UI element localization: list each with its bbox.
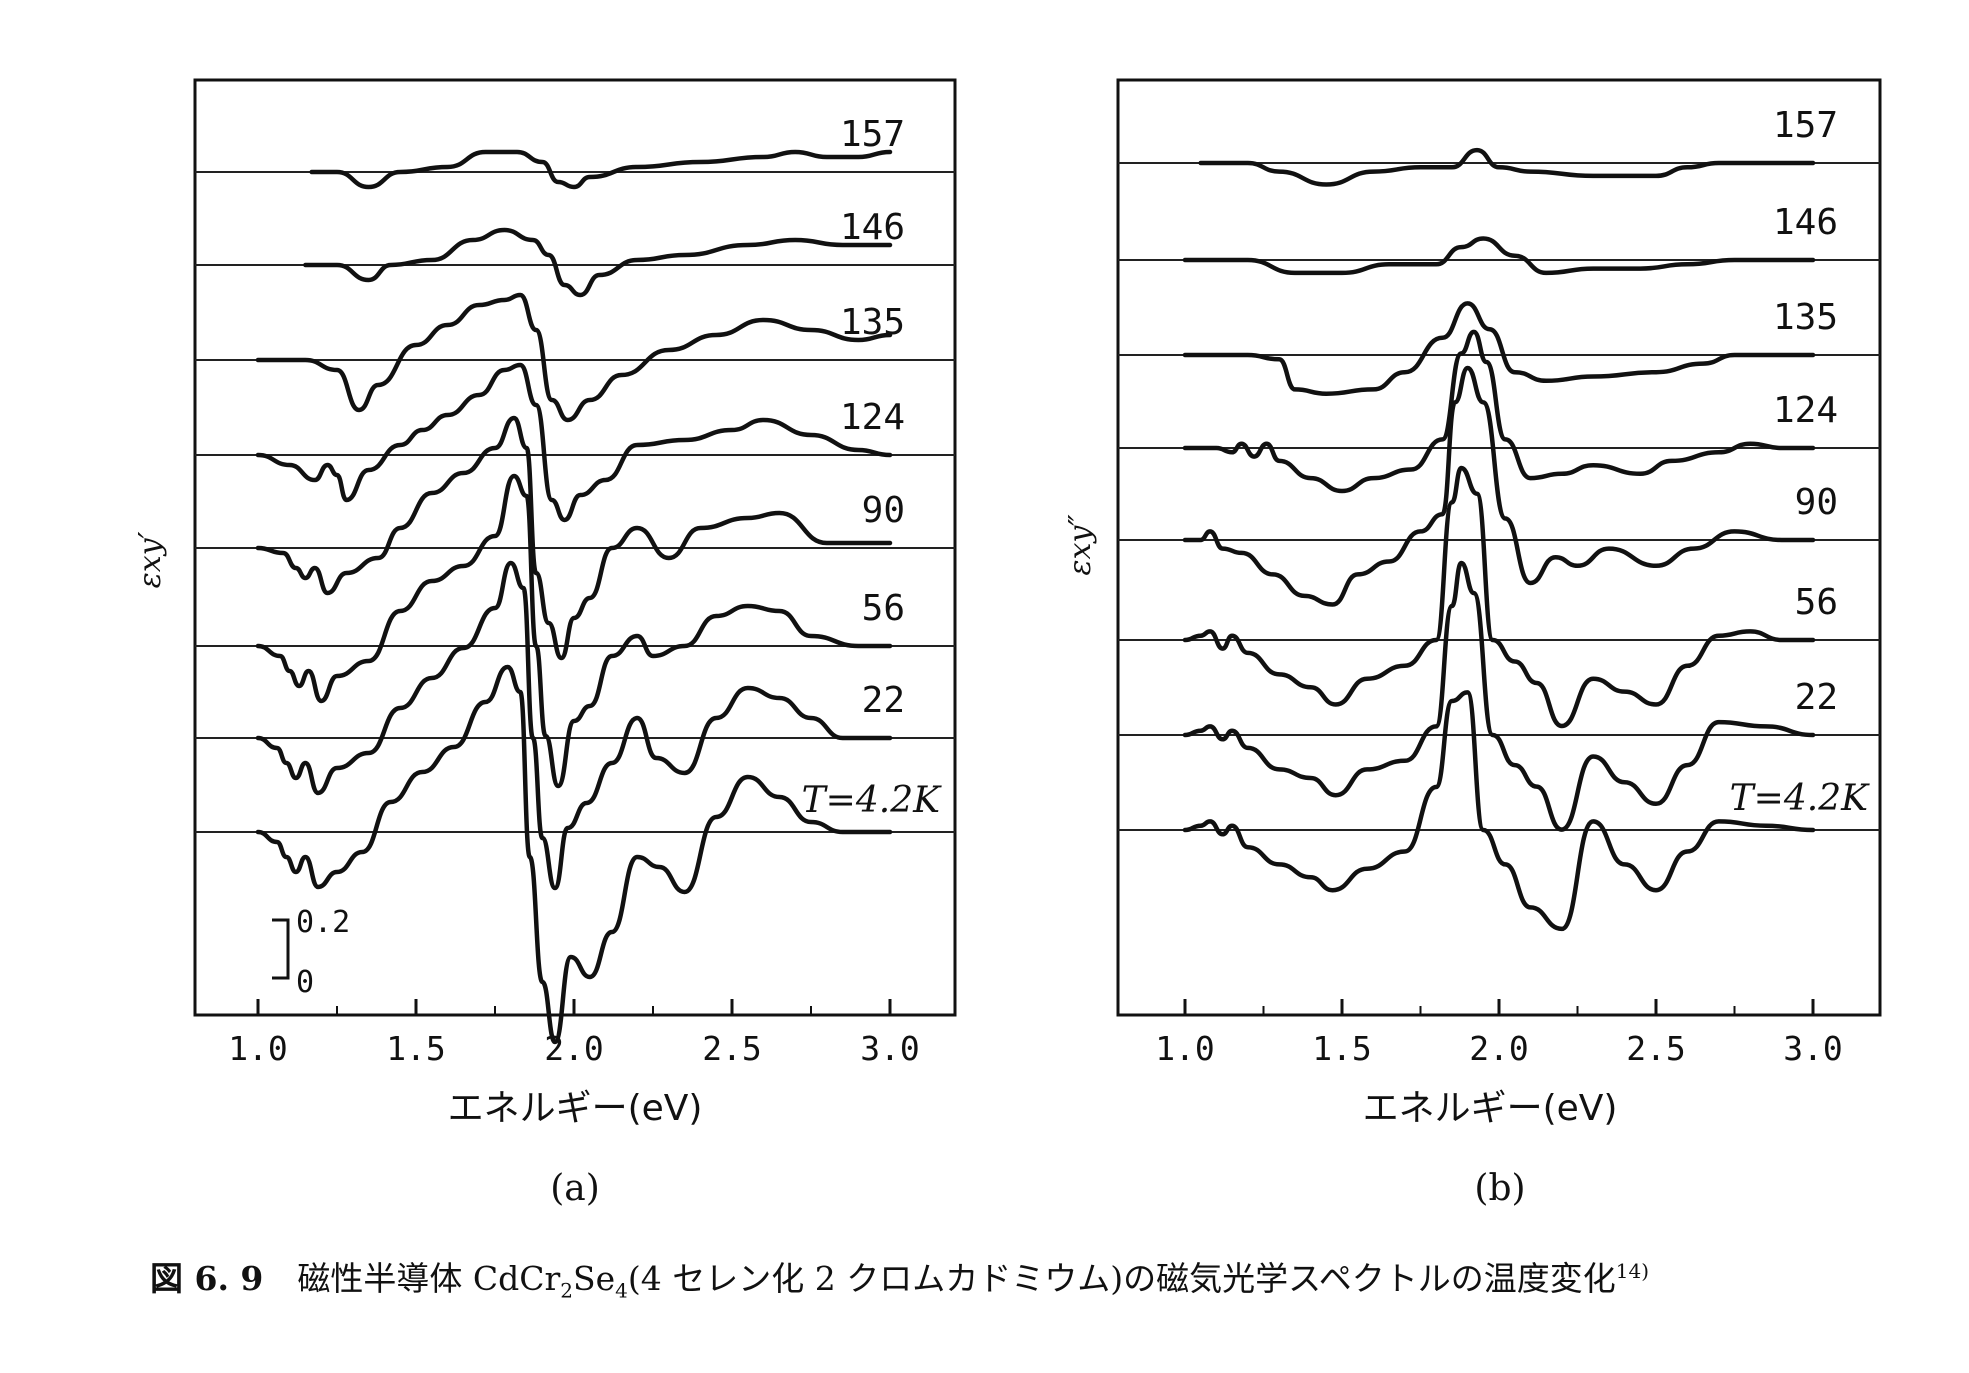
series-label-157: 157: [840, 114, 905, 155]
series-label-22: 22: [1795, 677, 1838, 718]
scale-bar: 0.2 0: [272, 905, 350, 1000]
series-line-90: [1182, 365, 1816, 607]
panel-a-xlabel: エネルギー(eV): [448, 1088, 703, 1129]
panel-b-frame: [1116, 78, 1882, 1017]
caption-sub1: 2: [560, 1278, 574, 1303]
scale-bar-top-label: 0.2: [296, 905, 350, 940]
caption-ref: 14): [1615, 1259, 1650, 1283]
scale-bar-bracket: [272, 918, 290, 980]
x-tick-label: 1.5: [386, 1029, 446, 1068]
series-line-T=4.2K: [1182, 690, 1816, 932]
x-tick-label: 1.5: [1312, 1029, 1372, 1068]
series-label-T=4.2K: T=4.2K: [802, 780, 942, 821]
x-tick-label: 3.0: [1783, 1029, 1843, 1068]
series-label-90: 90: [862, 490, 905, 531]
panel-b-label: (b): [1474, 1168, 1525, 1209]
panel-b-ticks: 1.0 1.5 2.0 2.5 3.0: [1155, 999, 1843, 1068]
caption-text-after: (4 セレン化 2 クロムカドミウム)の磁気光学スペクトルの温度変化: [627, 1259, 1616, 1298]
figure-caption: 図 6. 9 磁性半導体 CdCr2Se4(4 セレン化 2 クロムカドミウム)の…: [150, 1252, 1649, 1303]
series-label-56: 56: [862, 588, 905, 629]
x-tick-label: 1.0: [1155, 1029, 1215, 1068]
series-label-90: 90: [1795, 482, 1838, 523]
series-line-22: [255, 560, 893, 891]
x-tick-label: 3.0: [860, 1029, 920, 1068]
panel-b-curves: [1182, 147, 1816, 932]
series-line-135: [1182, 301, 1816, 396]
panel-a-baselines: [195, 171, 955, 833]
series-label-124: 124: [1773, 390, 1838, 431]
panel-a-curve-labels: 157 146 135 124 90 56 22 T=4.2K: [802, 114, 942, 821]
figure-number: 図 6. 9: [150, 1259, 264, 1298]
panel-b-curve-labels: 157 146 135 124 90 56 22 T=4.2K: [1730, 105, 1870, 819]
x-tick-label: 2.0: [544, 1029, 604, 1068]
x-tick-label: 2.5: [702, 1029, 762, 1068]
series-line-146: [1182, 236, 1816, 276]
series-line-146: [303, 227, 893, 298]
series-line-157: [1198, 147, 1816, 187]
series-line-124: [1182, 329, 1816, 494]
series-line-157: [309, 149, 893, 190]
panel-b-xlabel: エネルギー(eV): [1363, 1088, 1618, 1129]
series-label-157: 157: [1773, 105, 1838, 146]
series-line-56: [255, 473, 893, 789]
x-tick-label: 2.0: [1469, 1029, 1529, 1068]
panel-a-curves: [255, 149, 893, 1045]
x-tick-label: 2.5: [1626, 1029, 1686, 1068]
series-label-56: 56: [1795, 582, 1838, 623]
caption-text-mid: Se: [573, 1259, 616, 1298]
caption-text-before: 磁性半導体 CdCr: [297, 1259, 561, 1298]
series-label-146: 146: [1773, 202, 1838, 243]
series-label-135: 135: [840, 302, 905, 343]
caption-sub2: 4: [615, 1278, 628, 1303]
series-line-124: [255, 362, 893, 523]
scale-bar-bottom-label: 0: [296, 965, 314, 1000]
panel-a-label: (a): [550, 1168, 600, 1209]
series-label-135: 135: [1773, 297, 1838, 338]
panel-a: 157 146 135 124 90 56 22 T=4.2K 1.0 1.5 2.0 2.5 3.0…: [133, 78, 957, 1209]
series-line-56: [1182, 465, 1816, 729]
series-line-90: [255, 415, 893, 661]
series-label-22: 22: [862, 680, 905, 721]
panel-a-ticks: 1.0 1.5 2.0 2.5 3.0: [228, 999, 920, 1068]
series-label-124: 124: [840, 397, 905, 438]
series-line-135: [255, 292, 893, 423]
x-tick-label: 1.0: [228, 1029, 288, 1068]
series-label-146: 146: [840, 207, 905, 248]
panel-b: 157 146 135 124 90 56 22 T=4.2K 1.0 1.5 2.0 2.5 3.0…: [1063, 78, 1882, 1209]
panel-a-ylabel: εxy′: [133, 531, 168, 588]
series-label-T=4.2K: T=4.2K: [1730, 778, 1870, 819]
panel-b-ylabel: εxy″: [1063, 514, 1098, 576]
series-line-T=4.2K: [255, 664, 893, 1045]
series-line-22: [1182, 560, 1816, 832]
